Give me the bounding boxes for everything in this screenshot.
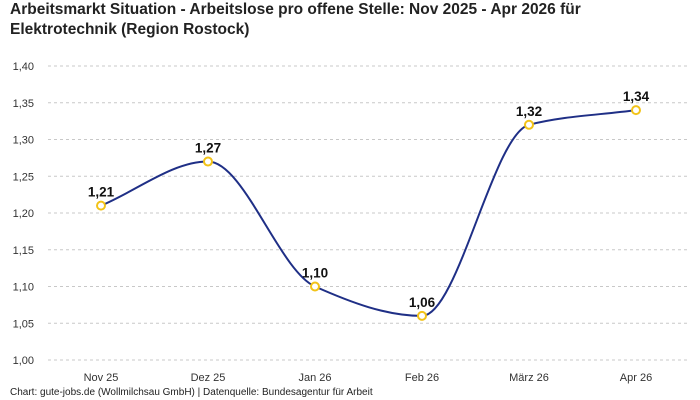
data-point — [310, 281, 320, 292]
data-label: 1,06 — [409, 295, 436, 310]
data-markers — [96, 105, 641, 321]
data-point — [524, 119, 534, 130]
data-point — [203, 156, 213, 167]
y-tick-label: 1,35 — [13, 98, 34, 110]
data-label: 1,10 — [302, 266, 328, 281]
x-tick-label: Apr 26 — [620, 372, 652, 384]
data-label: 1,34 — [623, 89, 650, 104]
data-point — [96, 200, 106, 211]
y-tick-label: 1,40 — [13, 61, 34, 73]
grid-lines — [48, 65, 690, 361]
y-tick-label: 1,30 — [13, 135, 34, 147]
data-labels: 1,21 1,27 1,10 1,06 1,32 1,34 — [88, 89, 650, 310]
y-axis-tick-labels: 1,00 1,05 1,10 1,15 1,20 1,25 1,30 1,35 1,40 — [13, 61, 34, 367]
y-tick-label: 1,15 — [13, 245, 34, 257]
chart-title: Arbeitsmarkt Situation - Arbeitslose pro… — [10, 1, 581, 38]
data-label: 1,27 — [195, 141, 221, 156]
x-tick-label: Nov 25 — [84, 372, 119, 384]
chart-footer: Chart: gute-jobs.de (Wollmilchsau GmbH) … — [10, 387, 373, 398]
y-tick-label: 1,05 — [13, 318, 34, 330]
data-point — [417, 310, 427, 321]
data-point — [631, 105, 641, 116]
y-tick-label: 1,10 — [13, 282, 34, 294]
x-tick-label: Jan 26 — [298, 372, 331, 384]
x-tick-label: März 26 — [509, 372, 549, 384]
y-tick-label: 1,00 — [13, 355, 34, 367]
x-tick-label: Feb 26 — [405, 372, 439, 384]
data-label: 1,21 — [88, 185, 115, 200]
x-axis-tick-labels: Nov 25 Dez 25 Jan 26 Feb 26 März 26 Apr 26 — [84, 372, 653, 384]
x-tick-label: Dez 25 — [191, 372, 226, 384]
y-tick-label: 1,20 — [13, 208, 34, 220]
data-label: 1,32 — [516, 104, 542, 119]
y-tick-label: 1,25 — [13, 171, 34, 183]
